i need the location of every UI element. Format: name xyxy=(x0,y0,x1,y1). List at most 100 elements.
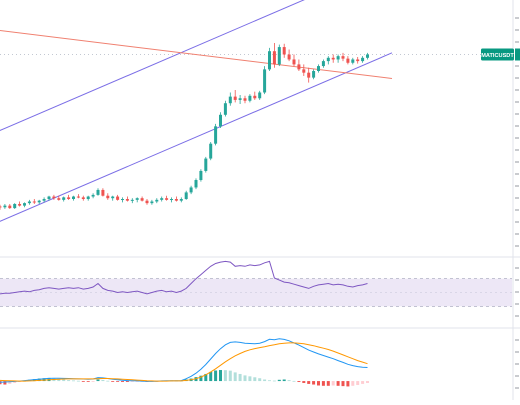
macd-histogram-bar[interactable] xyxy=(204,373,208,382)
candle[interactable] xyxy=(174,196,178,202)
macd-histogram-bar[interactable] xyxy=(356,381,360,386)
macd-histogram-bar[interactable] xyxy=(209,371,213,382)
macd-histogram-bar[interactable] xyxy=(130,381,134,382)
macd-histogram-bar[interactable] xyxy=(312,381,316,385)
candle[interactable] xyxy=(23,202,26,208)
candle[interactable] xyxy=(42,197,46,203)
candle[interactable] xyxy=(47,195,51,201)
candle[interactable] xyxy=(145,199,149,205)
macd-histogram-bar[interactable] xyxy=(121,381,124,383)
candle[interactable] xyxy=(18,201,22,207)
candle[interactable] xyxy=(233,90,237,103)
candle[interactable] xyxy=(272,42,276,68)
candle[interactable] xyxy=(361,56,365,63)
price-panel[interactable] xyxy=(0,0,512,306)
trend-line[interactable] xyxy=(0,7,393,79)
candle[interactable] xyxy=(170,197,173,203)
macd-histogram-bar[interactable] xyxy=(67,380,71,382)
macd-histogram-bar[interactable] xyxy=(8,381,12,384)
candle[interactable] xyxy=(52,194,56,200)
macd-histogram-bar[interactable] xyxy=(135,381,139,382)
channel-upper-line[interactable] xyxy=(0,0,392,215)
candle[interactable] xyxy=(263,66,267,95)
candle[interactable] xyxy=(96,188,100,196)
candle[interactable] xyxy=(268,47,271,72)
macd-histogram-bar[interactable] xyxy=(223,370,227,382)
candle[interactable] xyxy=(292,54,296,67)
candle[interactable] xyxy=(67,194,71,200)
candle[interactable] xyxy=(62,196,66,202)
macd-histogram-bar[interactable] xyxy=(76,380,80,382)
macd-histogram-bar[interactable] xyxy=(86,381,90,382)
candle[interactable] xyxy=(165,195,169,201)
candle[interactable] xyxy=(287,49,291,62)
candle[interactable] xyxy=(253,91,257,100)
macd-histogram-bar[interactable] xyxy=(228,370,232,382)
macd-histogram-bar[interactable] xyxy=(248,376,252,382)
candle[interactable] xyxy=(336,54,340,63)
candle[interactable] xyxy=(258,90,262,100)
candle[interactable] xyxy=(179,197,183,203)
macd-histogram-bar[interactable] xyxy=(341,381,345,387)
candle[interactable] xyxy=(307,67,311,83)
macd-histogram-bar[interactable] xyxy=(263,379,267,382)
macd-histogram-bar[interactable] xyxy=(199,375,203,382)
candle[interactable] xyxy=(331,54,335,63)
candle[interactable] xyxy=(160,196,164,202)
candle[interactable] xyxy=(32,199,36,204)
macd-histogram-bar[interactable] xyxy=(287,380,291,382)
candle[interactable] xyxy=(204,156,208,173)
candle[interactable] xyxy=(27,199,31,205)
macd-histogram-bar[interactable] xyxy=(3,381,7,385)
candle[interactable] xyxy=(194,178,198,190)
candle[interactable] xyxy=(135,197,139,203)
candle[interactable] xyxy=(223,100,227,117)
macd-histogram-bar[interactable] xyxy=(81,381,85,382)
macd-panel[interactable] xyxy=(0,338,369,387)
candle[interactable] xyxy=(228,92,232,106)
candle[interactable] xyxy=(184,190,188,200)
candle[interactable] xyxy=(72,195,75,201)
macd-histogram-bar[interactable] xyxy=(321,381,325,386)
candle[interactable] xyxy=(76,194,80,199)
macd-histogram-bar[interactable] xyxy=(238,373,242,382)
macd-histogram-bar[interactable] xyxy=(101,379,105,382)
candle[interactable] xyxy=(101,188,105,197)
macd-histogram-bar[interactable] xyxy=(106,380,110,382)
candle[interactable] xyxy=(297,59,301,72)
candle[interactable] xyxy=(346,56,350,65)
macd-histogram-bar[interactable] xyxy=(297,381,301,383)
rsi-line[interactable] xyxy=(0,260,368,295)
candle[interactable] xyxy=(13,203,17,209)
candle[interactable] xyxy=(317,64,320,73)
macd-histogram-bar[interactable] xyxy=(253,377,257,382)
candle[interactable] xyxy=(209,142,213,161)
macd-line[interactable] xyxy=(0,338,368,383)
candle[interactable] xyxy=(321,59,325,68)
candle[interactable] xyxy=(238,94,242,105)
candle[interactable] xyxy=(57,195,61,201)
candle[interactable] xyxy=(91,193,95,199)
macd-histogram-bar[interactable] xyxy=(72,380,75,382)
candle[interactable] xyxy=(0,204,2,210)
macd-histogram-bar[interactable] xyxy=(336,381,340,386)
macd-histogram-bar[interactable] xyxy=(62,379,66,382)
candle[interactable] xyxy=(86,195,90,201)
macd-histogram-bar[interactable] xyxy=(317,381,320,386)
candle[interactable] xyxy=(3,203,7,209)
candle[interactable] xyxy=(8,203,12,209)
candle[interactable] xyxy=(282,43,286,58)
macd-histogram-bar[interactable] xyxy=(116,381,120,382)
macd-histogram-bar[interactable] xyxy=(233,372,237,382)
macd-histogram-bar[interactable] xyxy=(351,381,355,386)
candle[interactable] xyxy=(302,64,306,76)
candle[interactable] xyxy=(214,123,218,146)
macd-histogram-bar[interactable] xyxy=(282,379,286,382)
candle[interactable] xyxy=(121,197,124,203)
macd-histogram-bar[interactable] xyxy=(32,379,36,382)
candle[interactable] xyxy=(116,194,120,201)
macd-histogram-bar[interactable] xyxy=(326,381,330,386)
candle[interactable] xyxy=(277,44,281,67)
